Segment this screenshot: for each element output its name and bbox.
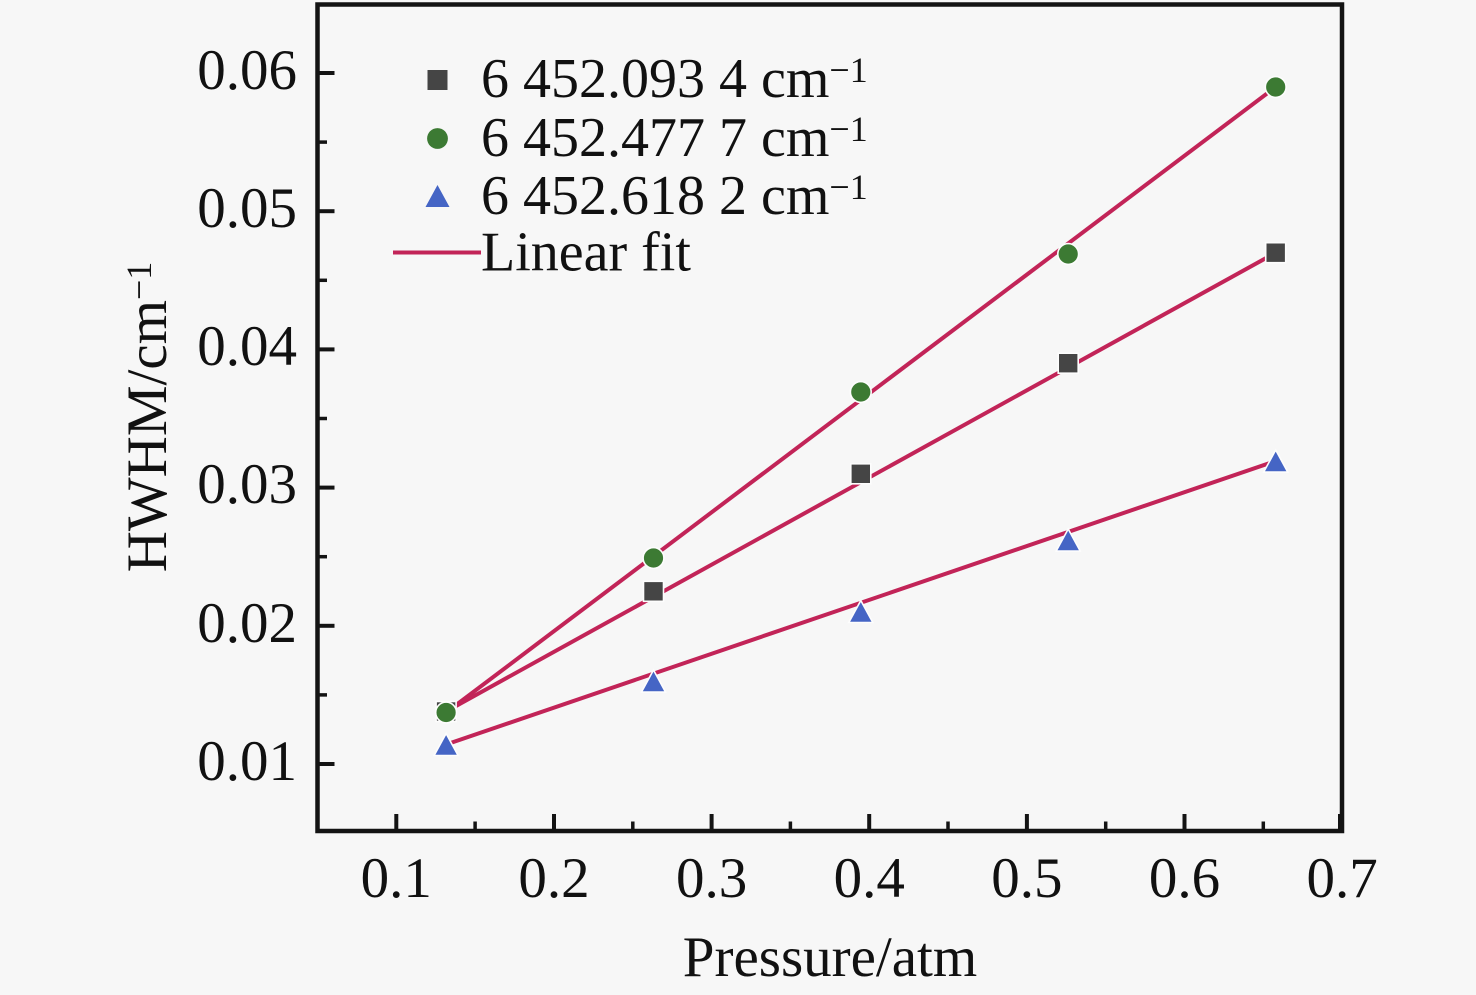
svg-text:Linear fit: Linear fit <box>481 222 691 284</box>
svg-text:0.06: 0.06 <box>197 39 297 102</box>
svg-text:0.05: 0.05 <box>197 177 297 240</box>
svg-text:HWHM/cm−1: HWHM/cm−1 <box>116 262 179 573</box>
svg-text:0.6: 0.6 <box>1149 847 1220 910</box>
svg-text:0.3: 0.3 <box>676 847 747 910</box>
svg-text:0.4: 0.4 <box>834 847 905 910</box>
svg-text:Pressure/atm: Pressure/atm <box>683 926 977 989</box>
svg-text:6 452.477 7 cm−1: 6 452.477 7 cm−1 <box>481 107 868 169</box>
svg-text:0.1: 0.1 <box>361 847 432 910</box>
svg-text:0.02: 0.02 <box>197 592 297 655</box>
svg-text:6 452.618 2 cm−1: 6 452.618 2 cm−1 <box>481 165 868 227</box>
svg-text:6 452.093 4 cm−1: 6 452.093 4 cm−1 <box>481 48 868 110</box>
svg-text:0.01: 0.01 <box>197 730 297 793</box>
svg-text:0.04: 0.04 <box>197 315 297 378</box>
svg-text:0.7: 0.7 <box>1306 847 1377 910</box>
svg-text:0.5: 0.5 <box>991 847 1062 910</box>
svg-text:0.03: 0.03 <box>197 453 297 516</box>
svg-text:0.2: 0.2 <box>518 847 589 910</box>
